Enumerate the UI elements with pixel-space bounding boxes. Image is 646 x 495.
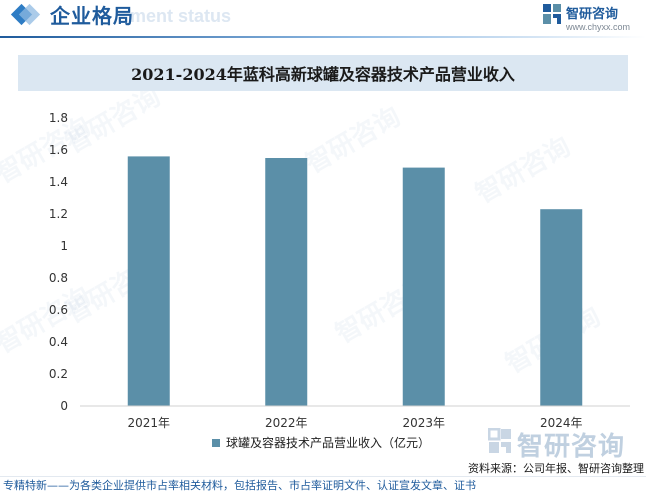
- y-tick-label: 1: [60, 239, 68, 253]
- header-watermark: ment status: [130, 6, 232, 26]
- bar-2024年: [540, 209, 583, 406]
- page-footer: 专精特新——为各类企业提供市占率相关材料，包括报告、市占率证明文件、认证宣发文章…: [0, 476, 646, 495]
- header-divider: [0, 36, 646, 38]
- page-title: 企业格局: [50, 4, 134, 28]
- source-note: 资料来源：公司年报、智研咨询整理: [468, 462, 644, 475]
- y-tick-label: 0.2: [49, 367, 68, 381]
- y-tick-label: 0: [60, 399, 68, 413]
- bar-chart: 00.20.40.60.811.21.41.61.8 2021年 2022年 202…: [49, 111, 630, 430]
- y-tick-label: 0.6: [49, 303, 68, 317]
- y-tick-label: 0.4: [49, 335, 68, 349]
- x-tick-label: 2023年: [402, 416, 445, 430]
- footer-text: 专精特新——为各类企业提供市占率相关材料，包括报告、市占率证明文件、认证宣发文章…: [3, 479, 476, 492]
- watermark-logo-icon: [488, 428, 511, 453]
- bar-2022年: [265, 158, 308, 406]
- brand-logo-icon: [543, 4, 561, 24]
- chart-legend: 球罐及容器技术产品营业收入（亿元）: [212, 434, 430, 451]
- y-tick-label: 1.2: [49, 207, 68, 221]
- legend-label: 球罐及容器技术产品营业收入（亿元）: [226, 436, 431, 450]
- y-axis: 0 0.2 0.4 0.6 0.8 1 1.2 1.4 1.6 1.8: [49, 111, 68, 413]
- page-header: ment status 企业格局 智研咨询 www.chyxx.com: [0, 0, 646, 38]
- chart-title: 2021-2024年蓝科高新球罐及容器技术产品营业收入: [131, 65, 515, 84]
- y-tick-label: 1.8: [49, 111, 68, 125]
- bar-2023年: [402, 167, 445, 406]
- y-tick-label: 1.6: [49, 143, 68, 157]
- bar-series: [127, 156, 583, 406]
- watermark-brand-text: 智研咨询: [517, 432, 626, 462]
- x-tick-label: 2022年: [265, 416, 308, 430]
- brand-block: 智研咨询 www.chyxx.com: [542, 3, 638, 35]
- y-tick-label: 1.4: [49, 175, 68, 189]
- y-tick-label: 0.8: [49, 271, 68, 285]
- brand-url[interactable]: www.chyxx.com: [566, 22, 631, 32]
- chart-title-bar: 2021-2024年蓝科高新球罐及容器技术产品营业收入: [18, 55, 628, 91]
- legend-swatch: [212, 438, 220, 447]
- x-tick-label: 2021年: [127, 416, 170, 430]
- x-axis: 2021年 2022年 2023年 2024年: [127, 416, 582, 430]
- bar-2021年: [127, 156, 170, 406]
- brand-name: 智研咨询: [566, 7, 619, 22]
- x-tick-label: 2024年: [540, 416, 583, 430]
